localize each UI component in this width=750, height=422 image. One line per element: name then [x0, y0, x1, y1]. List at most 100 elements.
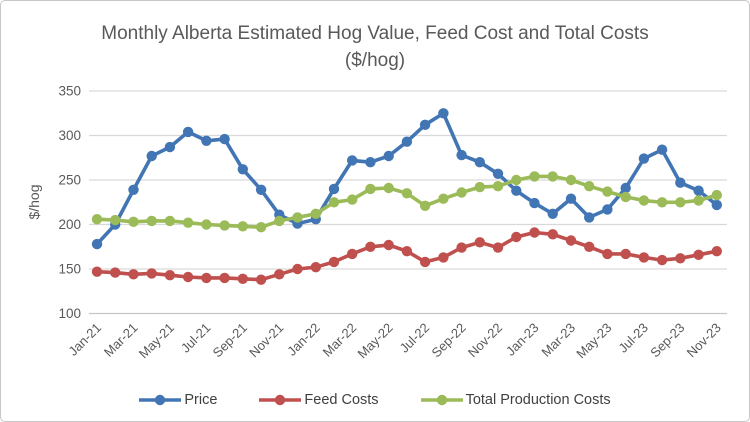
data-point-marker	[292, 263, 303, 275]
data-point-marker	[511, 185, 522, 196]
data-point-marker	[274, 269, 285, 280]
data-point-marker	[547, 171, 558, 182]
x-tick-label: Jan-23	[503, 320, 542, 359]
data-point-marker	[656, 197, 668, 208]
data-point-marker	[620, 182, 631, 194]
data-point-marker	[383, 239, 394, 251]
legend-item-price: Price	[139, 392, 217, 408]
y-tick-label: 100	[58, 306, 81, 321]
x-tick-label: Mar-23	[538, 320, 578, 360]
data-point-marker	[128, 184, 139, 195]
data-point-marker	[146, 150, 157, 162]
data-point-marker	[365, 157, 376, 168]
data-point-marker	[255, 184, 267, 195]
data-point-marker	[656, 144, 668, 155]
data-point-marker	[347, 194, 358, 205]
data-point-marker	[529, 227, 540, 238]
data-point-marker	[182, 271, 194, 283]
x-tick-label: May-22	[355, 320, 396, 361]
x-tick-label: Jul-23	[615, 320, 651, 356]
data-point-marker	[274, 215, 285, 227]
legend-item-total-production-costs: Total Production Costs	[420, 392, 611, 408]
data-point-marker	[365, 241, 376, 252]
series-price	[91, 108, 722, 250]
y-tick-label: 150	[58, 262, 81, 277]
data-point-marker	[383, 182, 394, 194]
data-point-marker	[328, 183, 340, 195]
data-point-marker	[693, 185, 704, 196]
data-point-marker	[638, 153, 650, 164]
chart-title: Monthly Alberta Estimated Hog Value, Fee…	[101, 23, 649, 71]
data-point-marker	[584, 181, 595, 192]
data-point-marker	[347, 155, 358, 166]
y-tick-label: 350	[58, 84, 81, 99]
data-point-marker	[584, 241, 595, 252]
data-point-marker	[182, 126, 194, 138]
x-tick-label: Sep-23	[647, 320, 687, 360]
data-point-marker	[565, 193, 577, 204]
data-point-marker	[456, 242, 467, 253]
data-point-marker	[401, 188, 413, 199]
x-tick-label: May-23	[573, 320, 614, 361]
data-point-marker	[347, 248, 358, 260]
data-point-marker	[511, 174, 522, 186]
data-point-marker	[91, 214, 103, 225]
data-point-marker	[474, 157, 485, 168]
series-feed-costs	[91, 227, 722, 285]
legend-marker-icon	[420, 394, 463, 406]
y-axis-title: $/hog	[26, 184, 42, 219]
data-point-marker	[565, 235, 577, 246]
data-point-marker	[182, 217, 194, 228]
data-point-marker	[675, 253, 686, 264]
x-tick-label: Nov-21	[246, 320, 286, 360]
data-point-marker	[419, 256, 431, 268]
data-point-marker	[492, 168, 504, 179]
data-point-marker	[602, 248, 613, 260]
data-point-marker	[529, 197, 540, 209]
legend: Price Feed Costs Total Production Costs	[1, 392, 749, 408]
x-tick-label: Jul-22	[397, 320, 433, 356]
data-point-marker	[456, 149, 467, 161]
data-point-marker	[419, 200, 431, 211]
y-tick-label: 250	[58, 173, 81, 188]
legend-label: Feed Costs	[304, 392, 379, 408]
data-point-marker	[201, 219, 212, 230]
data-point-marker	[328, 256, 340, 268]
data-point-marker	[91, 238, 103, 250]
y-tick-label: 300	[58, 128, 81, 143]
data-point-marker	[456, 187, 467, 198]
x-tick-label: Mar-22	[320, 320, 360, 360]
data-point-marker	[711, 199, 722, 211]
data-point-marker	[547, 229, 558, 240]
data-point-marker	[675, 177, 686, 188]
data-point-marker	[110, 267, 121, 278]
data-point-marker	[656, 254, 668, 266]
legend-item-feed-costs: Feed Costs	[259, 392, 379, 408]
data-point-marker	[620, 191, 631, 203]
data-point-marker	[638, 252, 650, 263]
data-point-marker	[401, 136, 413, 147]
x-tick-label: May-21	[136, 320, 177, 361]
y-tick-label: 200	[58, 217, 81, 232]
data-point-marker	[383, 150, 394, 162]
data-point-marker	[310, 262, 321, 273]
data-point-marker	[146, 215, 157, 227]
data-point-marker	[711, 189, 722, 201]
data-point-marker	[693, 195, 704, 206]
data-point-marker	[547, 208, 558, 219]
data-point-marker	[401, 246, 413, 257]
data-point-marker	[164, 141, 176, 153]
data-point-marker	[438, 108, 449, 119]
data-point-marker	[711, 246, 722, 257]
x-tick-label: Nov-23	[684, 320, 724, 360]
legend-label: Price	[184, 392, 218, 408]
data-point-marker	[693, 249, 704, 260]
y-axis-tick-labels: 350 300 250 200 150 100	[58, 84, 81, 322]
data-point-marker	[602, 204, 613, 215]
data-point-marker	[219, 220, 230, 231]
data-point-marker	[91, 266, 103, 277]
data-point-marker	[255, 222, 267, 233]
data-point-marker	[310, 208, 321, 219]
data-point-marker	[255, 274, 267, 285]
data-point-marker	[219, 272, 230, 284]
